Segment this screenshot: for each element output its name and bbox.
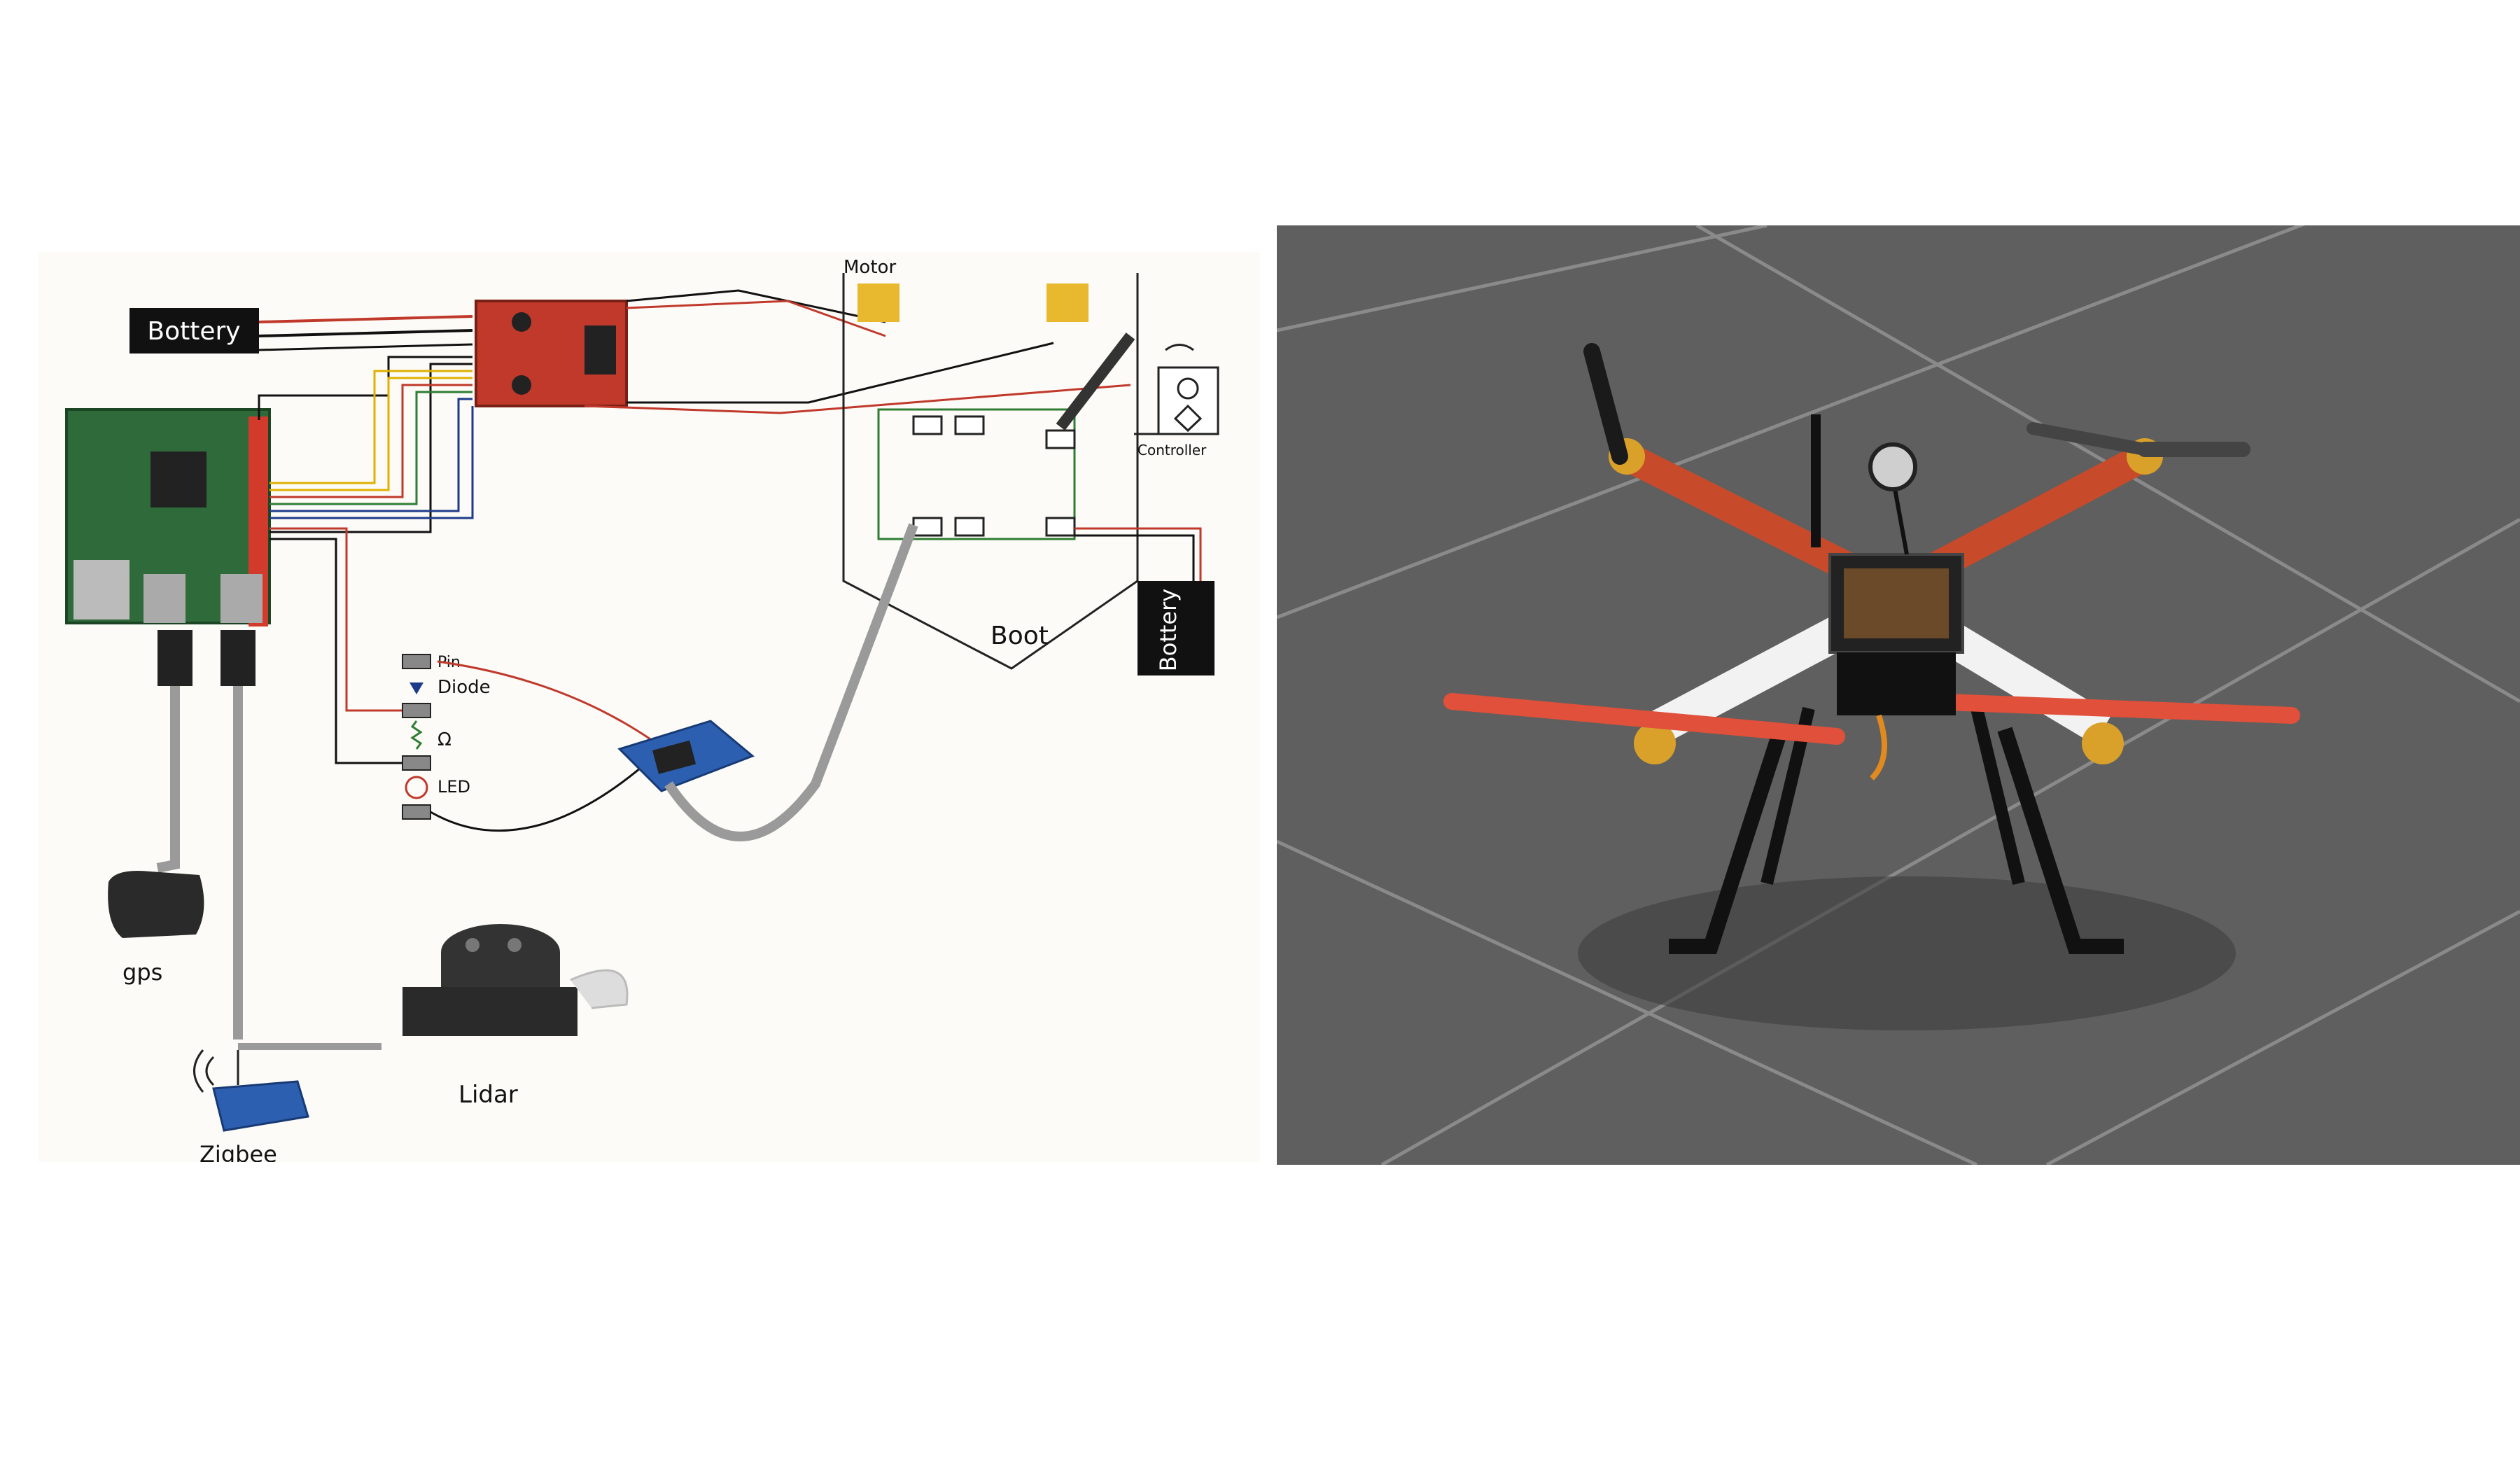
- floor-seam-6: [1277, 839, 1978, 1165]
- drone-photo-panel: [1277, 225, 2520, 1165]
- cable-gps: [156, 686, 180, 873]
- wire-resistor: [270, 538, 402, 764]
- resistor-label: Ω: [438, 729, 451, 750]
- controller-button: [1177, 377, 1199, 400]
- wire-green: [270, 391, 472, 505]
- bay-slot-3: [912, 517, 943, 537]
- wire-battery-red: [258, 315, 473, 323]
- wire-driver-pi-black: [258, 356, 472, 420]
- bay-slot-1: [912, 415, 943, 435]
- floor-seam-1: [1277, 225, 1768, 332]
- wire-boat-battery-red: [1074, 527, 1202, 581]
- antenna: [1056, 332, 1135, 430]
- driver-capacitor-1: [512, 312, 531, 332]
- diode-block: [402, 703, 431, 718]
- usb-plug-1: [158, 630, 192, 686]
- lidar-base: [402, 987, 578, 1036]
- led-block: [402, 804, 431, 820]
- resistor-block: [402, 755, 431, 771]
- zigbee-module: [212, 1080, 309, 1132]
- wire-yellow-2: [270, 377, 472, 491]
- motor-front-left: [1634, 722, 1676, 764]
- sensor-cable: [664, 523, 918, 841]
- floor-seam-3: [1380, 517, 2520, 1165]
- zigbee-signal-icon: [205, 1056, 215, 1086]
- battery-top-label: Bottery: [147, 317, 240, 346]
- diode-symbol: [410, 682, 424, 694]
- battery-boat: [1138, 581, 1214, 676]
- wire-sensor-red: [437, 660, 655, 743]
- lidar-bracket: [570, 969, 629, 1009]
- boat-label: Boot: [990, 622, 1049, 650]
- bay-slot-6: [1045, 517, 1076, 537]
- boat-hull: [842, 273, 1139, 670]
- motor-pad-right: [1046, 284, 1088, 322]
- controller-signal-icon: [1165, 344, 1194, 351]
- wire-battery-black: [258, 329, 473, 337]
- wire-motor-2-red: [584, 384, 1131, 414]
- motor-label: Motor: [844, 257, 896, 278]
- propeller-front-left: [1443, 693, 1845, 745]
- wire-blue: [270, 398, 472, 512]
- lidar-body: [441, 952, 560, 987]
- battery-top: [130, 308, 259, 354]
- lidar-lens-2: [507, 938, 522, 952]
- bay-slot-4: [954, 517, 985, 537]
- drone-photo: [1277, 225, 2520, 1165]
- gps-label: gps: [122, 959, 162, 986]
- gps-module: [108, 871, 204, 938]
- wire-motor-1: [626, 289, 886, 323]
- flight-controller-board: [1844, 568, 1949, 638]
- driver-heatsink: [584, 326, 616, 374]
- usb-plug-2: [220, 630, 255, 686]
- led-symbol: [405, 776, 428, 799]
- propeller-back-left: [1583, 343, 1628, 465]
- controller-icon: [1157, 366, 1219, 435]
- resistor-symbol: [410, 720, 423, 750]
- bay-slot-2: [954, 415, 985, 435]
- zigbee-label: Zigbee: [200, 1141, 277, 1162]
- propeller-back-right-blade: [2026, 422, 2151, 456]
- battery-boat-label: Bottery: [1155, 589, 1182, 671]
- controller-dpad: [1173, 404, 1203, 433]
- boat-electronics-bay: [877, 408, 1076, 540]
- landing-leg-front-left: [1669, 727, 1788, 954]
- gps-puck: [1868, 442, 1917, 491]
- battery-lead: [1870, 714, 1887, 780]
- wire-battery-black-2: [258, 343, 473, 351]
- propeller-front-right: [1919, 693, 2300, 724]
- led-label: LED: [438, 777, 470, 797]
- landing-leg-back-right: [1970, 706, 2025, 886]
- bay-slot-5: [1045, 429, 1076, 449]
- zigbee-signal-icon-outer: [193, 1049, 204, 1093]
- wire-motor-1-red: [626, 300, 886, 337]
- sensor-chip: [652, 740, 696, 774]
- diode-label: Diode: [438, 677, 491, 698]
- motor-front-right: [2082, 722, 2124, 764]
- pi-ethernet-port: [74, 560, 130, 620]
- lidar-lens-1: [465, 938, 479, 952]
- wire-blue-2: [270, 406, 474, 519]
- wire-gnd: [270, 363, 472, 533]
- floor-seam-2: [1277, 225, 2306, 620]
- wire-motor-2: [626, 342, 1054, 404]
- landing-leg-front-right: [1997, 727, 2124, 954]
- drone-body-lower: [1837, 652, 1956, 715]
- wire-boat-battery-black: [1074, 534, 1195, 581]
- floor-seam-4: [2045, 909, 2520, 1165]
- pin-block: [402, 654, 431, 669]
- wire-sensor-black: [430, 755, 655, 832]
- wire-red-2: [270, 384, 472, 498]
- motor-pad-left: [858, 284, 899, 322]
- wire-yellow: [270, 370, 472, 484]
- wiring-diagram: Bottery Motor Boot Controller Botte: [65, 257, 1219, 1162]
- lidar-label: Lidar: [458, 1081, 518, 1109]
- pi-usb-port-1: [144, 574, 186, 623]
- wire-pin: [270, 527, 402, 712]
- driver-capacitor-2: [512, 375, 531, 395]
- pi-cpu: [150, 451, 206, 507]
- controller-label: Controller: [1138, 442, 1207, 458]
- pi-usb-port-2: [220, 574, 262, 623]
- wiring-diagram-panel: Bottery Motor Boot Controller Botte: [38, 252, 1260, 1162]
